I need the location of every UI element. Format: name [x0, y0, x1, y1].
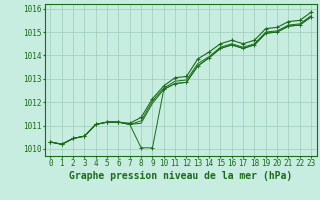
- X-axis label: Graphe pression niveau de la mer (hPa): Graphe pression niveau de la mer (hPa): [69, 171, 292, 181]
